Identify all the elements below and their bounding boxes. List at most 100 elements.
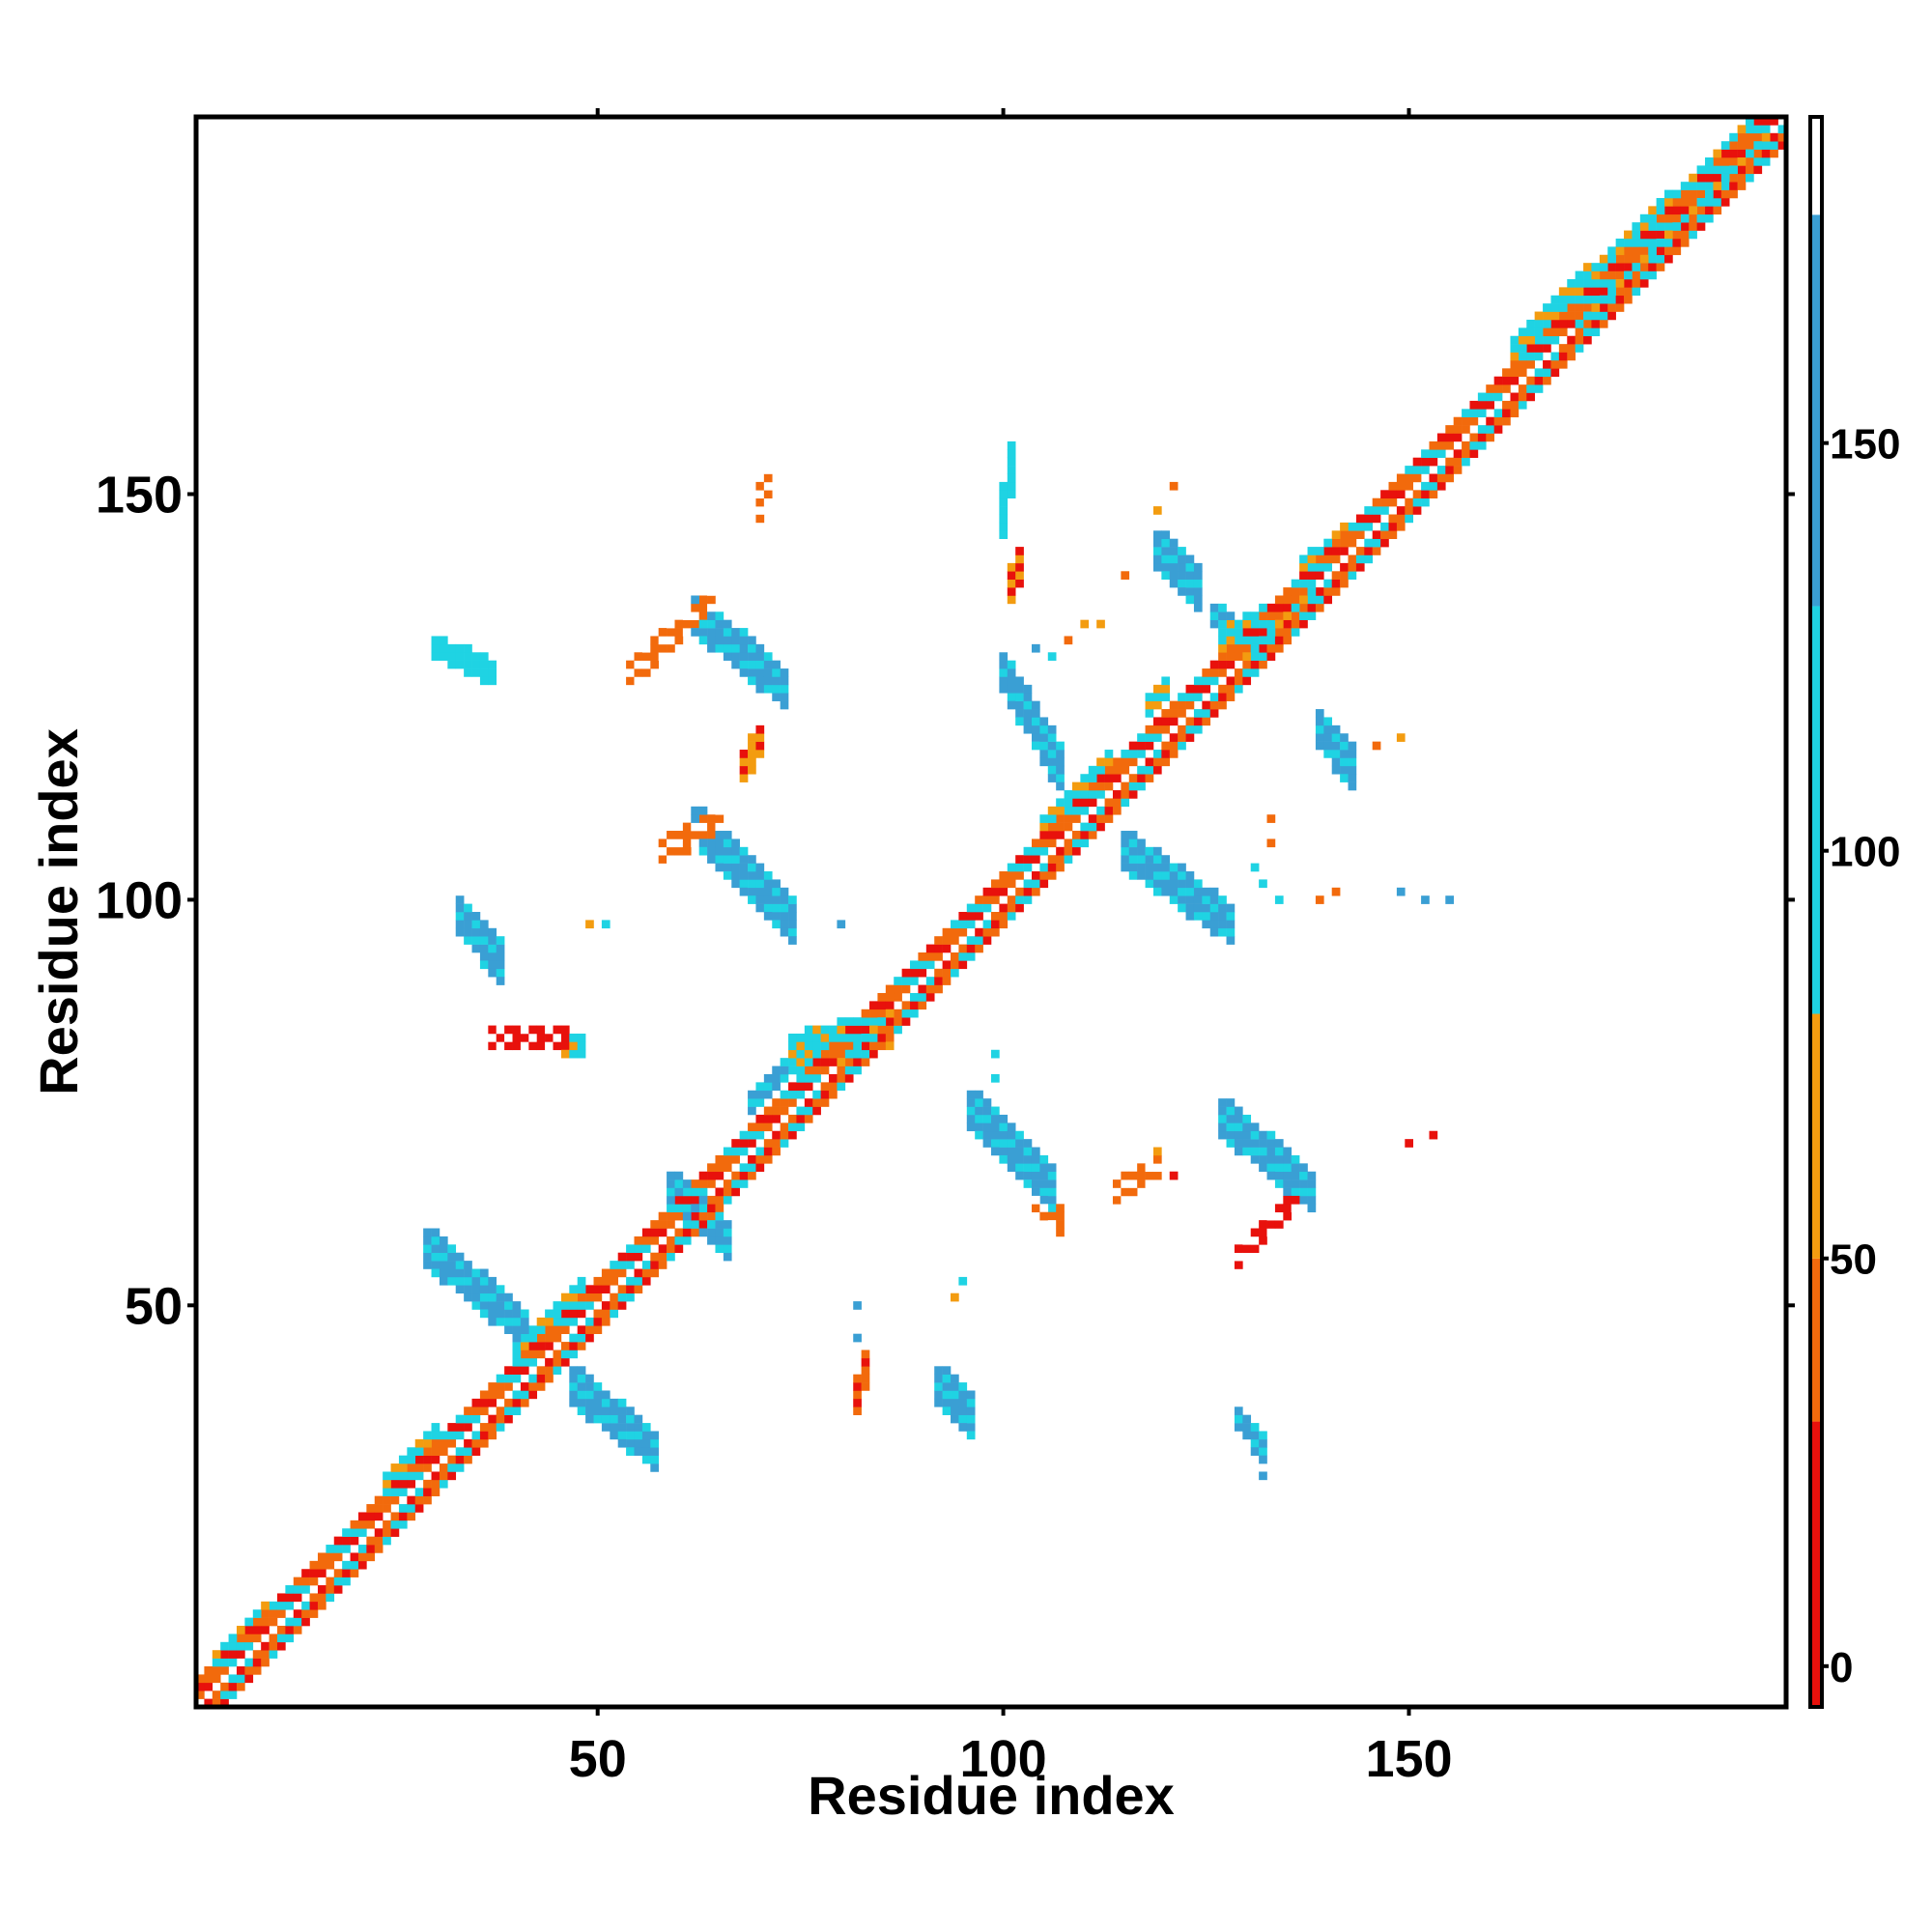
heatmap-cell bbox=[755, 1122, 765, 1132]
heatmap-cell bbox=[829, 1041, 838, 1051]
heatmap-cell bbox=[488, 1423, 497, 1432]
heatmap-cell bbox=[650, 1438, 659, 1448]
heatmap-cell bbox=[1639, 246, 1649, 256]
heatmap-cell bbox=[763, 473, 773, 483]
heatmap-cell bbox=[1178, 547, 1186, 555]
heatmap-cell bbox=[1121, 1171, 1130, 1180]
heatmap-cell bbox=[951, 1293, 959, 1302]
heatmap-cell bbox=[1250, 1438, 1260, 1448]
heatmap-cell bbox=[1226, 628, 1236, 637]
heatmap-cell bbox=[1331, 757, 1341, 767]
heatmap-cell bbox=[1567, 344, 1576, 353]
heatmap-cell bbox=[447, 1431, 457, 1440]
heatmap-cell bbox=[641, 1438, 651, 1448]
heatmap-cell bbox=[1152, 1163, 1162, 1173]
heatmap-cell bbox=[1599, 287, 1608, 297]
heatmap-cell bbox=[1137, 765, 1146, 775]
heatmap-cell bbox=[471, 1276, 481, 1286]
heatmap-cell bbox=[658, 628, 668, 637]
colorbar-band bbox=[1810, 606, 1822, 1014]
heatmap-cell bbox=[488, 1025, 497, 1035]
heatmap-cell bbox=[366, 1512, 376, 1521]
heatmap-cell bbox=[569, 1350, 579, 1359]
heatmap-cell bbox=[374, 1512, 384, 1521]
heatmap-cell bbox=[999, 1154, 1009, 1164]
heatmap-cell bbox=[1209, 603, 1219, 612]
heatmap-cell bbox=[1639, 213, 1649, 223]
heatmap-cell bbox=[301, 1601, 310, 1610]
heatmap-cell bbox=[1624, 287, 1633, 297]
heatmap-cell bbox=[1047, 1211, 1057, 1221]
heatmap-cell bbox=[958, 1390, 968, 1400]
heatmap-cell bbox=[1137, 774, 1146, 782]
heatmap-cell bbox=[1064, 838, 1073, 848]
heatmap-cell bbox=[626, 1414, 635, 1424]
heatmap-cell bbox=[910, 992, 919, 1002]
heatmap-cell bbox=[1648, 263, 1657, 271]
heatmap-cell bbox=[1689, 222, 1697, 231]
heatmap-cell bbox=[1412, 457, 1422, 467]
heatmap-cell bbox=[244, 1674, 254, 1684]
heatmap-cell bbox=[1242, 1122, 1252, 1132]
heatmap-cell bbox=[479, 1276, 489, 1286]
heatmap-cell bbox=[488, 936, 497, 945]
heatmap-cell bbox=[488, 1033, 497, 1042]
heatmap-cell bbox=[1705, 206, 1714, 215]
heatmap-cell bbox=[1486, 433, 1494, 442]
heatmap-cell bbox=[504, 1366, 513, 1375]
heatmap-cell bbox=[691, 814, 699, 823]
heatmap-cell bbox=[1591, 295, 1601, 304]
heatmap-cell bbox=[1023, 1163, 1033, 1173]
heatmap-cell bbox=[682, 1228, 692, 1237]
heatmap-cell bbox=[894, 1009, 902, 1018]
heatmap-cell bbox=[755, 652, 765, 661]
heatmap-cell bbox=[1152, 562, 1162, 572]
heatmap-cell bbox=[504, 1382, 513, 1391]
heatmap-cell bbox=[1031, 1204, 1040, 1213]
heatmap-cell bbox=[1607, 246, 1616, 256]
heatmap-cell bbox=[447, 660, 457, 669]
heatmap-cell bbox=[698, 619, 708, 629]
heatmap-cell bbox=[1185, 571, 1195, 580]
heatmap-cell bbox=[1056, 814, 1065, 823]
heatmap-cell bbox=[1445, 440, 1454, 450]
heatmap-cell bbox=[1064, 636, 1073, 645]
heatmap-cell bbox=[464, 1455, 472, 1464]
heatmap-cell bbox=[641, 668, 651, 677]
heatmap-cell bbox=[1720, 173, 1730, 183]
heatmap-cell bbox=[366, 1520, 376, 1529]
heatmap-cell bbox=[1178, 693, 1186, 701]
heatmap-cell bbox=[471, 660, 481, 669]
heatmap-cell bbox=[723, 1147, 732, 1156]
heatmap-cell bbox=[1445, 895, 1454, 904]
heatmap-cell bbox=[1348, 765, 1357, 775]
heatmap-cell bbox=[333, 1585, 343, 1594]
heatmap-cell bbox=[788, 1049, 797, 1059]
heatmap-cell bbox=[1056, 750, 1065, 758]
heatmap-cell bbox=[626, 1406, 635, 1415]
heatmap-cell bbox=[1242, 1147, 1252, 1156]
heatmap-cell bbox=[641, 1455, 651, 1464]
heatmap-cell bbox=[1291, 1163, 1300, 1173]
heatmap-cell bbox=[569, 1374, 579, 1383]
heatmap-cell bbox=[1632, 278, 1641, 288]
heatmap-cell bbox=[1112, 757, 1122, 767]
heatmap-cell bbox=[1323, 547, 1333, 555]
heatmap-cell bbox=[357, 1528, 367, 1537]
heatmap-cell bbox=[1047, 863, 1057, 872]
heatmap-cell bbox=[1421, 481, 1430, 491]
heatmap-cell bbox=[220, 1658, 229, 1667]
heatmap-cell bbox=[1340, 741, 1349, 751]
heatmap-cell bbox=[650, 636, 659, 645]
heatmap-cell bbox=[261, 1658, 270, 1667]
heatmap-cell bbox=[471, 912, 481, 921]
heatmap-cell bbox=[780, 1073, 789, 1083]
heatmap-cell bbox=[1510, 359, 1520, 369]
heatmap-cell bbox=[577, 1033, 586, 1042]
heatmap-cell bbox=[1169, 717, 1179, 726]
heatmap-cell bbox=[1421, 895, 1430, 904]
heatmap-cell bbox=[1274, 1204, 1284, 1213]
heatmap-cell bbox=[755, 724, 765, 734]
heatmap-cell bbox=[479, 1268, 489, 1278]
heatmap-cell bbox=[1543, 303, 1551, 312]
